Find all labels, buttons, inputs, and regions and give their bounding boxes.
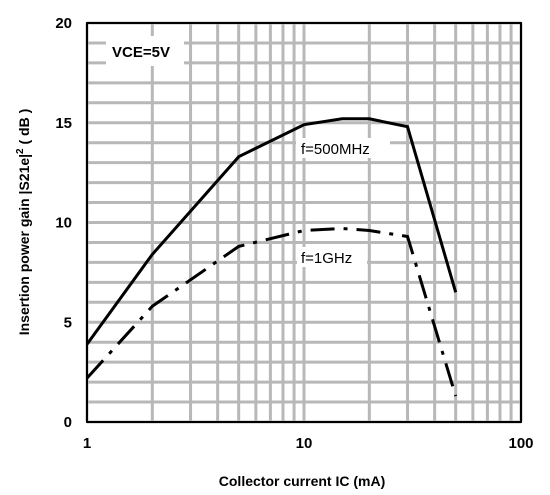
y-tick-label: 0 <box>64 414 72 431</box>
y-axis-label-unit: ( dB ) <box>16 109 32 149</box>
series-label-500mhz: f=500MHz <box>301 141 370 158</box>
y-tick-label: 10 <box>55 215 72 232</box>
series-label-box-500mhz <box>296 138 390 158</box>
y-tick-label: 20 <box>55 15 72 32</box>
series-label-box-1ghz <box>297 247 367 267</box>
condition-label: VCE=5V <box>112 44 170 61</box>
series-line-500mhz <box>85 117 458 346</box>
grid <box>85 21 523 424</box>
condition-label-box <box>106 36 184 66</box>
tick-labels: 1 10 100 0 5 10 15 20 <box>55 15 533 452</box>
x-tick-label: 100 <box>508 435 533 452</box>
x-axis-label: Collector current IC (mA) <box>219 473 385 489</box>
y-tick-label: 15 <box>55 115 72 132</box>
x-tick-label: 1 <box>83 435 91 452</box>
series-line-1ghz <box>85 226 458 397</box>
y-axis-label-main: Insertion power gain |S21e| <box>16 154 32 335</box>
y-axis-label: Insertion power gain |S21e|2 ( dB ) <box>15 109 32 336</box>
series-lines <box>85 117 458 397</box>
series-label-1ghz: f=1GHz <box>301 250 352 267</box>
plot-frame <box>86 22 522 423</box>
y-tick-label: 5 <box>64 314 72 331</box>
y-axis-label-superscript: 2 <box>15 148 26 154</box>
x-tick-label: 10 <box>296 435 313 452</box>
